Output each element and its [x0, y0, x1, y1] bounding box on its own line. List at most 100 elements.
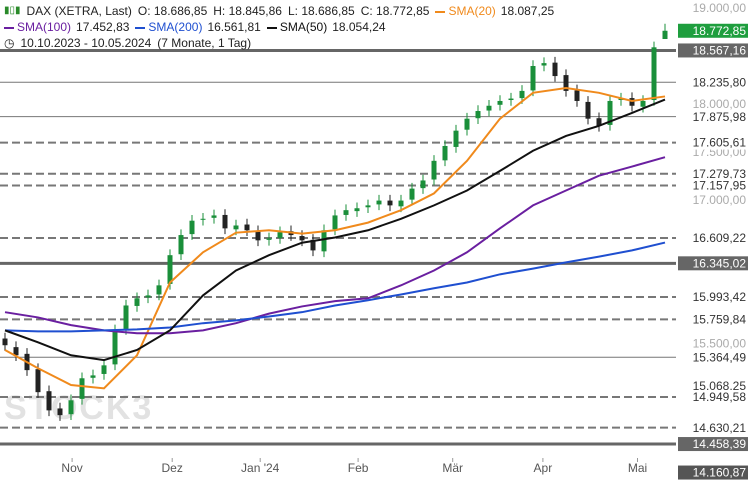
level-label-box: [678, 420, 748, 435]
candle-body: [310, 239, 316, 251]
x-tick-label: Apr: [534, 461, 553, 475]
candle-body: [365, 205, 371, 208]
candle-body: [387, 200, 393, 206]
legend-name: SMA(200): [148, 20, 203, 34]
level-label: 15.068,25: [693, 379, 747, 393]
level-label-box: [678, 437, 748, 452]
candle-body: [90, 375, 96, 378]
level-label: 14.949,58: [693, 390, 747, 404]
x-tick-label: Mai: [628, 461, 647, 475]
candle-body: [420, 180, 426, 189]
level-label-box: [678, 389, 748, 404]
chart-icon: ▮▯▮: [4, 5, 21, 16]
level-label-box: [678, 75, 748, 90]
candle-body: [189, 220, 195, 235]
level-label-box: [678, 350, 748, 365]
candle-body: [376, 200, 382, 205]
candle-body: [145, 295, 151, 298]
candle-body: [46, 391, 52, 411]
clock-icon: ◷: [4, 36, 15, 50]
legend-swatch: [4, 26, 14, 29]
candle-body: [57, 408, 63, 416]
legend-swatch: [135, 26, 146, 29]
y-tick-label: 17.000,00: [693, 193, 747, 207]
level-label: 18.567,16: [693, 44, 747, 58]
legend-value: 18.054,24: [332, 20, 386, 34]
candle-body: [112, 330, 118, 365]
candle-body: [222, 214, 228, 229]
level-label: 14.160,87: [693, 466, 747, 480]
candle-body: [651, 47, 657, 101]
period-note: (7 Monate, 1 Tag): [157, 36, 252, 50]
sma-line: [4, 98, 666, 362]
ohlc-label: O: 18.686,85: [137, 4, 208, 18]
period: 10.10.2023 - 10.05.2024: [20, 36, 152, 50]
ohlc-label: C: 18.772,85: [360, 4, 430, 18]
candle-body: [431, 160, 437, 180]
candle-body: [343, 210, 349, 215]
candle-body: [2, 338, 8, 346]
level-label: 18.235,80: [693, 75, 747, 89]
candle-body: [321, 230, 327, 252]
candle-body: [255, 231, 261, 241]
x-tick-label: Dez: [162, 461, 183, 475]
level-label: 14.630,21: [693, 421, 747, 435]
level-label-box: [678, 290, 748, 305]
level-label-box: [678, 312, 748, 327]
candle-body: [552, 62, 558, 77]
legend-item: SMA(100) 17.452,83: [4, 19, 129, 35]
legend-swatch: [266, 26, 277, 29]
y-tick-label: 15.500,00: [693, 336, 747, 350]
level-label-box: [678, 166, 748, 181]
header-row: ◷ 10.10.2023 - 10.05.2024 (7 Monate, 1 T…: [4, 35, 554, 51]
legend-value: 18.087,25: [500, 4, 555, 18]
candle-body: [354, 208, 360, 212]
legend-value: 17.452,83: [76, 20, 130, 34]
chart-header: ▮▯▮ DAX (XETRA, Last) O: 18.686,85 H: 18.…: [4, 3, 554, 51]
y-tick-label: 19.000,00: [693, 1, 747, 15]
candle-body: [442, 145, 448, 161]
candle-body: [508, 98, 514, 101]
candle-body: [299, 236, 305, 241]
candle-body: [134, 298, 140, 306]
x-tick-label: Jan '24: [241, 461, 280, 475]
candle-body: [618, 98, 624, 101]
level-label-box: [678, 135, 748, 150]
level-label-box: [678, 43, 748, 58]
candle-body: [178, 235, 184, 255]
candle-body: [464, 118, 470, 130]
candle-body: [453, 130, 459, 147]
candle-body: [68, 400, 74, 415]
level-label: 15.364,49: [693, 350, 747, 364]
level-label-box: [678, 378, 748, 393]
sma-line: [4, 156, 666, 335]
candle-body: [277, 232, 283, 238]
candle-body: [530, 65, 536, 91]
level-label: 17.875,98: [693, 110, 747, 124]
x-tick-label: Nov: [61, 461, 82, 475]
instrument: DAX (XETRA, Last): [26, 4, 132, 18]
legend-name: SMA(50): [279, 20, 328, 34]
level-label: 18.772,85: [693, 24, 747, 38]
candle-body: [398, 200, 404, 207]
candle-body: [156, 285, 162, 295]
candle-body: [211, 215, 217, 218]
candle-body: [167, 255, 173, 284]
candle-body: [640, 100, 646, 107]
level-label: 17.605,61: [693, 136, 747, 150]
header-row: SMA(100) 17.452,83 SMA(200) 16.561,81 SMA(50…: [4, 19, 554, 35]
candle-body: [585, 101, 591, 119]
candle-body: [35, 369, 41, 393]
candle-body: [475, 111, 481, 119]
candle-body: [409, 188, 415, 200]
candle-body: [13, 347, 19, 356]
legend-value: 16.561,81: [207, 20, 261, 34]
candle-body: [123, 305, 129, 329]
level-label: 15.759,84: [693, 313, 747, 327]
candle-body: [497, 100, 503, 105]
level-label: 16.609,22: [693, 231, 747, 245]
legend-name: SMA(20): [448, 4, 496, 18]
legend-item: SMA(20) 18.087,25: [435, 3, 554, 19]
candle-body: [662, 30, 668, 40]
